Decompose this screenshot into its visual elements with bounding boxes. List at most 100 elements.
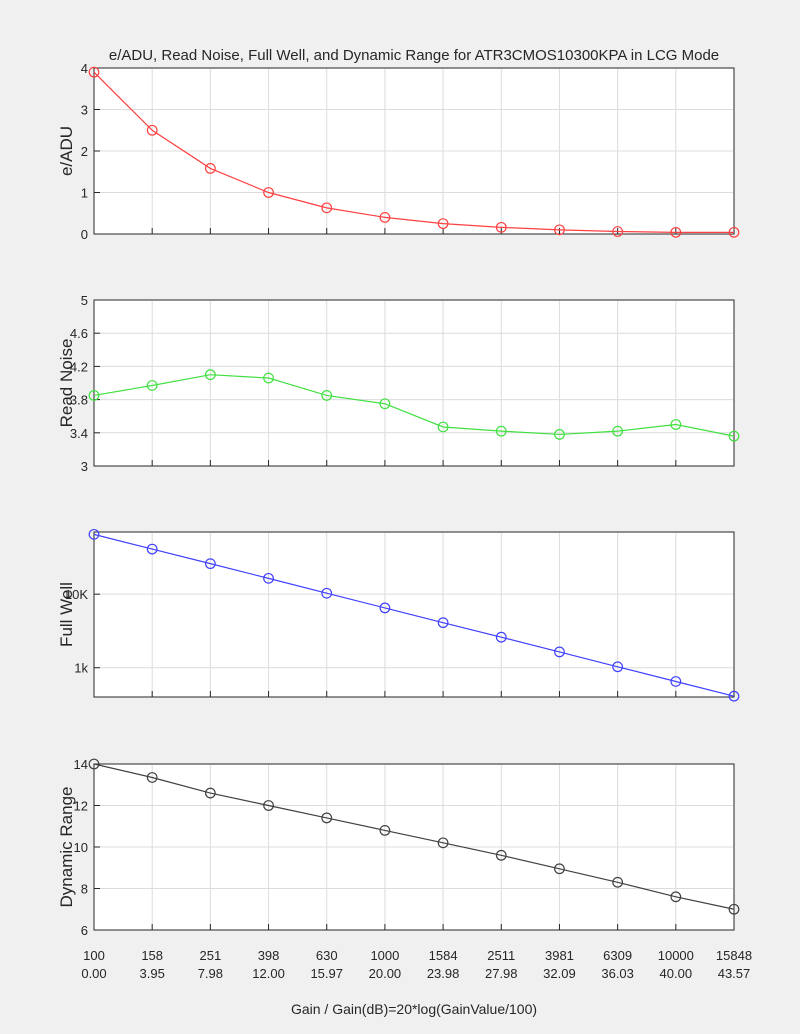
- data-point: [88, 66, 100, 78]
- y-axis-label: Dynamic Range: [57, 787, 76, 908]
- y-tick-label: 6: [81, 923, 88, 938]
- x-tick-label-gain: 1000: [370, 948, 399, 963]
- data-point: [612, 661, 624, 673]
- data-point: [612, 876, 624, 888]
- data-point: [728, 690, 740, 702]
- data-point: [728, 226, 740, 238]
- series-line: [93, 533, 735, 697]
- y-tick-label: 14: [74, 757, 88, 772]
- y-tick-label: 4.6: [70, 326, 88, 341]
- x-tick-label-db: 20.00: [369, 966, 402, 981]
- y-tick-label: 10K: [65, 587, 88, 602]
- x-tick-label-gain: 3981: [545, 948, 574, 963]
- series-line: [93, 763, 735, 910]
- y-tick-label: 12: [74, 799, 88, 814]
- x-tick-label-gain: 2511: [487, 948, 515, 963]
- axes-box: [93, 299, 735, 467]
- data-point: [204, 558, 216, 570]
- series-line: [93, 374, 735, 437]
- x-tick-label-db: 43.57: [718, 966, 751, 981]
- x-tick-label-db: 27.98: [485, 966, 518, 981]
- data-point: [146, 772, 158, 783]
- x-tick-label-db: 12.00: [252, 966, 285, 981]
- y-tick-label: 2: [81, 144, 88, 159]
- y-tick-label: 4.2: [70, 359, 88, 374]
- series-line: [93, 71, 734, 233]
- data-point: [495, 221, 507, 233]
- data-point: [204, 369, 216, 381]
- x-tick-label-db: 3.95: [140, 966, 165, 981]
- x-tick-label-gain: 251: [200, 948, 222, 963]
- data-point: [379, 211, 391, 223]
- data-point: [670, 676, 682, 687]
- data-point: [495, 849, 507, 861]
- data-point: [88, 758, 100, 770]
- x-tick-label-db: 32.09: [543, 966, 576, 981]
- data-point: [437, 837, 449, 849]
- data-point: [437, 617, 449, 629]
- data-point: [263, 800, 274, 811]
- data-point: [146, 380, 158, 391]
- x-tick-label-gain: 15848: [716, 948, 752, 963]
- data-point: [670, 419, 682, 430]
- y-tick-label: 0: [81, 227, 88, 242]
- x-tick-label-db: 36.03: [601, 966, 634, 981]
- data-point: [321, 587, 333, 599]
- data-point: [437, 421, 449, 433]
- data-point: [670, 891, 682, 903]
- x-tick-label-db: 0.00: [81, 966, 106, 981]
- x-tick-label-gain: 158: [141, 948, 163, 963]
- data-point: [263, 372, 274, 384]
- x-tick-label-gain: 398: [258, 948, 280, 963]
- data-point: [670, 226, 682, 238]
- x-tick-labels: 100 158 251 398 630 1000 1584 2511 3981 6309 10000…: [81, 948, 752, 981]
- y-tick-label: 1k: [74, 661, 88, 676]
- x-tick-label-gain: 6309: [603, 948, 632, 963]
- data-point: [728, 903, 740, 915]
- y-tick-label: 3.8: [70, 393, 88, 408]
- data-point: [146, 543, 158, 555]
- data-point: [146, 124, 158, 136]
- data-point: [554, 863, 565, 875]
- subplot-2: 3 3.4 3.8 4.2 4.6 5 Read Noise: [57, 293, 740, 474]
- x-tick-label-gain: 630: [316, 948, 338, 963]
- data-point: [437, 218, 449, 230]
- subplot-4: 6 8 10 12 14 Dynamic Range: [57, 757, 740, 938]
- x-tick-label-db: 23.98: [427, 966, 460, 981]
- y-tick-label: 3: [81, 103, 88, 118]
- data-point: [88, 390, 100, 401]
- data-point: [204, 163, 216, 174]
- data-point: [495, 425, 507, 437]
- x-tick-label-gain: 1584: [429, 948, 458, 963]
- data-point: [88, 528, 100, 540]
- data-point: [321, 812, 333, 824]
- y-tick-label: 1: [81, 186, 88, 201]
- data-point: [612, 425, 624, 437]
- data-point: [554, 224, 565, 236]
- subplot-1: 0 1 2 3 4 e/ADU: [57, 61, 740, 242]
- data-point: [379, 825, 391, 836]
- x-tick-label-db: 40.00: [660, 966, 693, 981]
- data-point: [263, 187, 274, 198]
- figure-title: e/ADU, Read Noise, Full Well, and Dynami…: [109, 47, 719, 64]
- y-axis-label: e/ADU: [57, 126, 76, 176]
- y-tick-label: 5: [81, 293, 88, 308]
- data-point: [204, 787, 216, 799]
- data-point: [554, 646, 565, 658]
- y-tick-label: 10: [74, 840, 88, 855]
- y-tick-label: 3.4: [70, 426, 88, 441]
- data-point: [263, 572, 274, 584]
- data-point: [321, 202, 333, 214]
- data-point: [379, 602, 391, 614]
- x-tick-label-db: 7.98: [198, 966, 223, 981]
- y-axis-label: Read Noise: [57, 339, 76, 428]
- data-point: [379, 398, 391, 410]
- data-point: [728, 430, 740, 442]
- y-tick-label: 8: [81, 882, 88, 897]
- data-point: [554, 429, 565, 440]
- y-tick-label: 4: [81, 61, 88, 76]
- data-point: [495, 631, 507, 643]
